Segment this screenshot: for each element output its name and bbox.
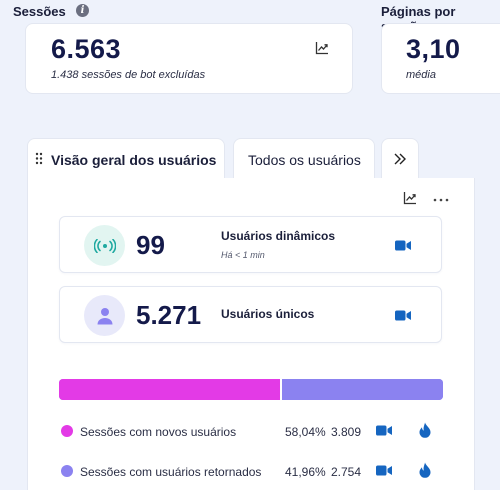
row-percent: 41,96% [285, 465, 326, 479]
person-icon [84, 295, 125, 336]
tab-label: Todos os usuários [248, 152, 361, 168]
video-icon[interactable] [395, 310, 411, 321]
session-split-bar [59, 379, 443, 400]
video-icon[interactable] [395, 240, 411, 251]
returning-users-legend-dot [61, 465, 73, 477]
info-icon[interactable]: i [76, 4, 89, 17]
sessions-subtitle: 1.438 sessões de bot excluídas [51, 69, 206, 81]
new-users-segment [59, 379, 282, 400]
tab-all-users[interactable]: Todos os usuários [233, 138, 375, 179]
dynamic-users-value: 99 [136, 230, 165, 260]
row-label: Sessões com usuários retornados [80, 465, 262, 479]
pages-per-session-card: 3,10 média [381, 23, 500, 94]
flame-icon[interactable] [419, 422, 431, 438]
dynamic-users-card: 99 Usuários dinâmicos Há < 1 min [59, 216, 442, 273]
sessions-title: Sessões [13, 4, 66, 19]
broadcast-icon [84, 225, 125, 266]
new-users-legend-dot [61, 425, 73, 437]
sessions-value: 6.563 [51, 34, 122, 64]
row-count: 3.809 [331, 425, 362, 439]
returning-users-segment [281, 379, 443, 400]
drag-handle-icon[interactable] [35, 152, 43, 165]
unique-users-card: 5.271 Usuários únicos [59, 286, 442, 343]
tab-label: Visão geral dos usuários [51, 152, 217, 168]
unique-users-value: 5.271 [136, 300, 202, 330]
row-percent: 58,04% [285, 425, 326, 439]
unique-users-label: Usuários únicos [221, 307, 315, 321]
sessions-card: 6.563 1.438 sessões de bot excluídas [25, 23, 353, 94]
tabs-more-button[interactable] [381, 138, 419, 179]
list-item: Sessões com novos usuários 58,04% 3.809 [59, 420, 443, 442]
tab-users-overview[interactable]: Visão geral dos usuários [27, 138, 225, 179]
dynamic-users-updated: Há < 1 min [221, 250, 265, 260]
video-icon[interactable] [376, 465, 392, 476]
row-count: 2.754 [331, 465, 362, 479]
more-icon[interactable] [433, 198, 449, 202]
list-item: Sessões com usuários retornados 41,96% 2… [59, 460, 443, 482]
trend-icon[interactable] [315, 41, 329, 55]
row-label: Sessões com novos usuários [80, 425, 237, 439]
chevron-double-right-icon [393, 153, 407, 165]
dynamic-users-label: Usuários dinâmicos [221, 229, 336, 243]
video-icon[interactable] [376, 425, 392, 436]
pages-per-session-subtitle: média [406, 69, 436, 81]
trend-icon[interactable] [403, 191, 417, 205]
flame-icon[interactable] [419, 462, 431, 478]
pages-per-session-value: 3,10 [406, 34, 461, 64]
